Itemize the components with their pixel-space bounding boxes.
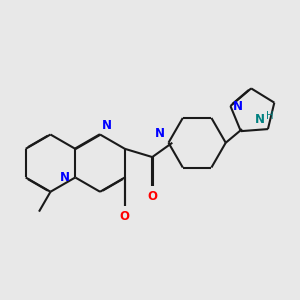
Text: N: N xyxy=(255,113,265,126)
Text: N: N xyxy=(155,128,165,140)
Text: N: N xyxy=(60,171,70,184)
Text: H: H xyxy=(266,111,273,121)
Text: N: N xyxy=(233,100,243,112)
Text: O: O xyxy=(147,190,157,203)
Text: N: N xyxy=(101,119,112,132)
Text: O: O xyxy=(120,210,130,224)
